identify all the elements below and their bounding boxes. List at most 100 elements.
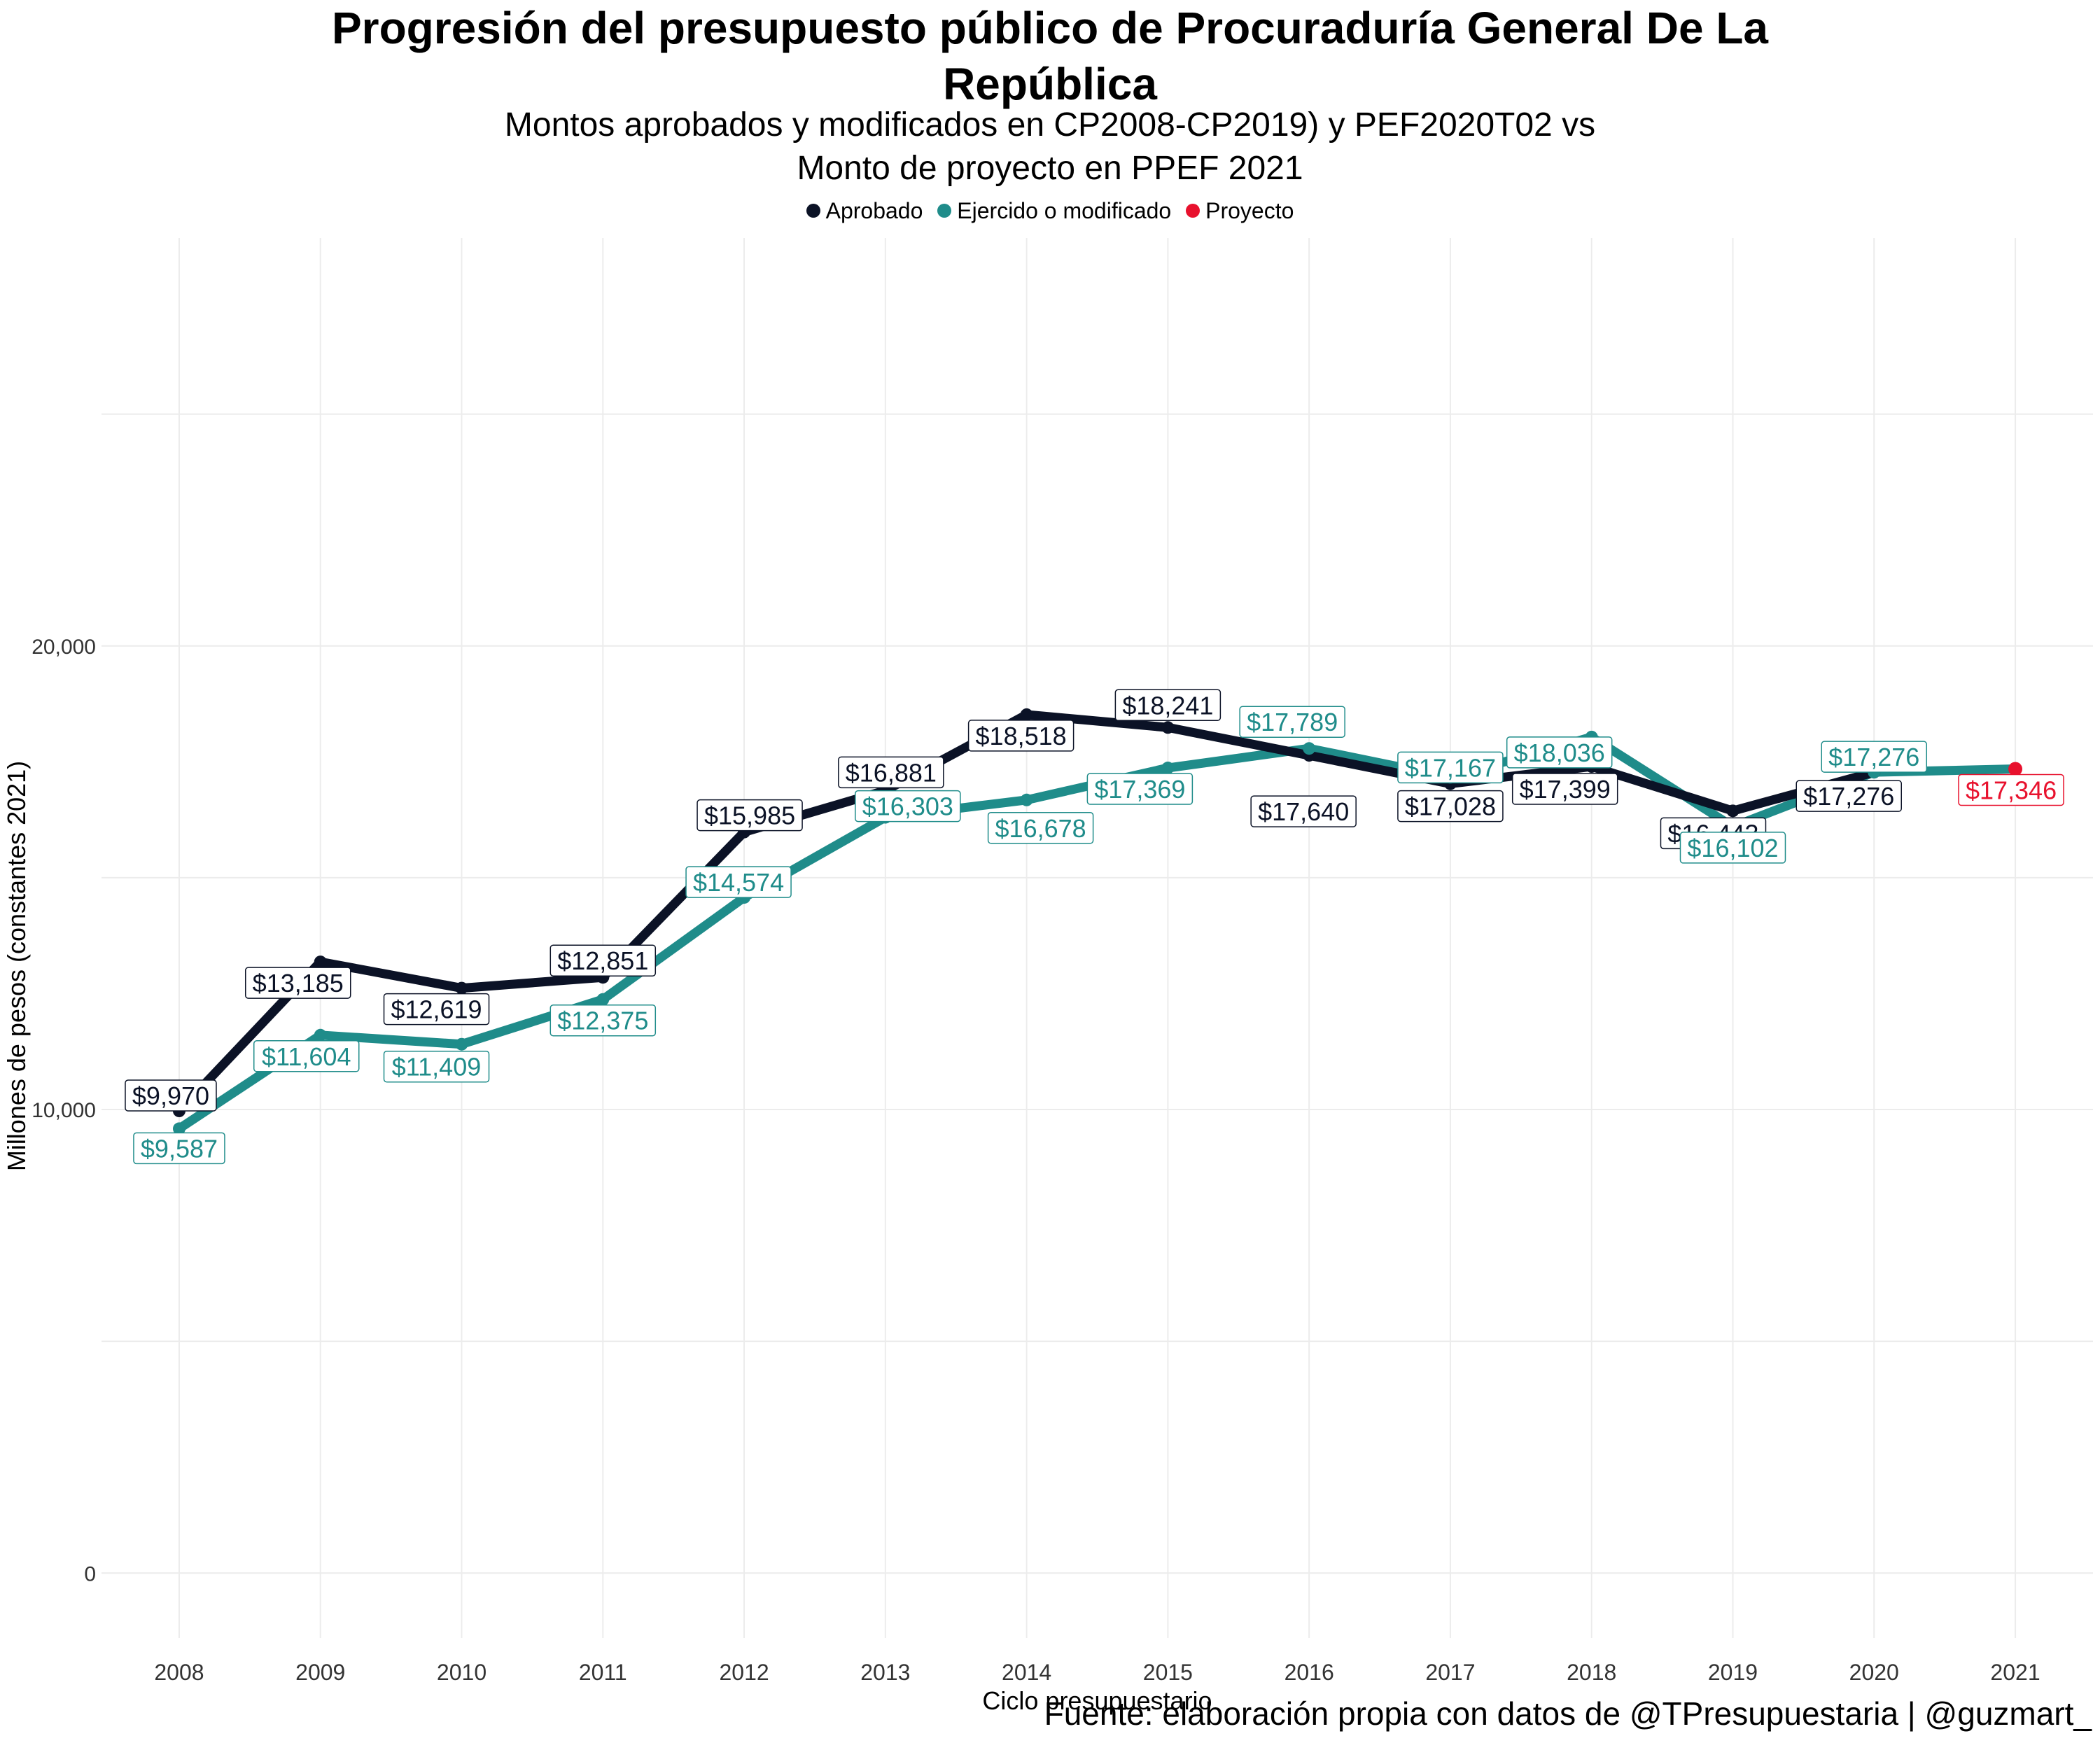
data-label-ejercido: $9,587 (141, 1134, 218, 1163)
data-label-ejercido: $16,303 (862, 792, 953, 821)
x-tick-label: 2021 (1990, 1660, 2040, 1685)
data-label-box-ejercido (1679, 832, 1786, 864)
data-label-ejercido: $17,167 (1405, 753, 1496, 782)
data-label-box-aprobado (1511, 773, 1618, 805)
chart-subtitle: Montos aprobados y modificados en CP2008… (0, 104, 2100, 190)
legend-label-proyecto: Proyecto (1205, 198, 1294, 223)
x-tick-label: 2008 (154, 1660, 204, 1685)
legend-label-ejercido: Ejercido o modificado (957, 198, 1172, 223)
x-tick-label: 2011 (579, 1660, 627, 1685)
x-tick-label: 2015 (1143, 1660, 1193, 1685)
data-label-box-ejercido (855, 790, 961, 822)
data-label-box-ejercido (987, 812, 1094, 844)
data-point-aprobado (455, 981, 468, 995)
data-point-aprobado (1020, 708, 1033, 721)
data-label-ejercido: $16,678 (995, 814, 1086, 843)
x-tick-label: 2012 (719, 1660, 769, 1685)
legend-item-ejercido: Ejercido o modificado (937, 195, 1171, 226)
data-label-ejercido: $16,102 (1687, 834, 1778, 862)
data-label-ejercido: $17,369 (1094, 775, 1185, 804)
data-label-proyecto: $17,346 (1966, 776, 2057, 805)
data-label-box-ejercido (253, 1040, 360, 1072)
legend-label-aprobado: Aprobado (825, 198, 923, 223)
data-label-ejercido: $11,604 (262, 1042, 351, 1071)
data-label-box-aprobado (125, 1079, 217, 1112)
data-label-aprobado: $15,985 (704, 802, 795, 830)
data-label-aprobado: $17,276 (1803, 782, 1894, 811)
data-label-ejercido: $14,574 (693, 868, 784, 897)
data-label-box-aprobado (1397, 790, 1504, 822)
chart-title-line-1: Progresión del presupuesto público de Pr… (331, 3, 1769, 53)
data-point-ejercido (172, 1122, 186, 1135)
data-label-box-aprobado (244, 967, 351, 999)
x-tick-label: 2009 (295, 1660, 345, 1685)
data-label-aprobado: $12,619 (391, 995, 482, 1024)
data-label-aprobado: $16,881 (846, 758, 937, 787)
data-point-ejercido (1020, 793, 1033, 806)
data-label-box-ejercido (685, 866, 792, 898)
data-point-ejercido (314, 1028, 327, 1042)
chart-title-line-2: República (943, 59, 1157, 109)
data-point-aprobado (1726, 804, 1740, 818)
data-label-ejercido: $17,789 (1247, 708, 1338, 736)
chart-subtitle-line-1: Montos aprobados y modificados en CP2008… (504, 106, 1596, 144)
y-tick-label: 0 (84, 1562, 96, 1586)
x-tick-label: 2014 (1002, 1660, 1051, 1685)
x-tick-label: 2018 (1567, 1660, 1616, 1685)
x-tick-label: 2019 (1708, 1660, 1758, 1685)
legend-swatch-aprobado (806, 204, 820, 218)
data-label-aprobado: $9,970 (132, 1082, 209, 1110)
data-label-box-aprobado (696, 799, 803, 832)
data-point-aprobado (314, 955, 327, 969)
x-axis-title: Ciclo presupuestario (982, 1686, 1212, 1715)
data-point-ejercido (1303, 742, 1316, 755)
x-tick-label: 2013 (860, 1660, 910, 1685)
data-label-ejercido: $18,036 (1514, 738, 1605, 767)
x-tick-label: 2010 (437, 1660, 486, 1685)
legend-item-proyecto: Proyecto (1186, 195, 1294, 226)
legend-item-aprobado: Aprobado (806, 195, 923, 226)
chart-title: Progresión del presupuesto público de Pr… (0, 0, 2100, 112)
data-point-ejercido (455, 1037, 468, 1051)
data-label-box-ejercido (1239, 706, 1345, 738)
data-label-box-proyecto (1958, 774, 2064, 806)
data-label-aprobado: $18,518 (976, 722, 1067, 750)
data-label-box-aprobado (383, 993, 490, 1026)
y-axis-title: Millones de pesos (constantes 2021) (2, 761, 31, 1171)
data-point-ejercido (1161, 762, 1175, 775)
data-label-box-ejercido (1821, 741, 1928, 773)
data-label-aprobado: $12,851 (557, 946, 648, 975)
data-label-box-aprobado (1114, 689, 1222, 722)
data-label-box-ejercido (133, 1132, 225, 1165)
chart-legend: Aprobado Ejercido o modificado Proyecto (0, 195, 2100, 226)
data-label-aprobado: $17,640 (1258, 797, 1349, 826)
source-note: Fuente: elaboración propia con datos de … (1044, 1695, 2092, 1732)
y-tick-label: 10,000 (31, 1099, 96, 1122)
data-label-aprobado: $18,241 (1122, 691, 1213, 720)
data-label-box-ejercido (383, 1050, 490, 1083)
data-point-aprobado (1161, 721, 1175, 734)
data-label-aprobado: $13,185 (253, 969, 344, 997)
legend-swatch-proyecto (1186, 204, 1200, 218)
data-label-ejercido: $11,409 (392, 1053, 481, 1082)
y-tick-label: 20,000 (31, 636, 96, 659)
data-label-box-aprobado (550, 944, 657, 976)
data-label-box-ejercido (550, 1004, 657, 1037)
legend-swatch-ejercido (937, 204, 952, 218)
x-tick-label: 2020 (1849, 1660, 1899, 1685)
data-label-aprobado: $17,399 (1520, 775, 1611, 804)
data-label-box-aprobado (1250, 795, 1357, 827)
data-label-box-aprobado (967, 720, 1074, 752)
x-tick-label: 2016 (1284, 1660, 1334, 1685)
data-label-box-ejercido (1086, 773, 1194, 805)
data-label-box-ejercido (1397, 751, 1504, 784)
data-label-box-aprobado (1795, 780, 1903, 812)
x-tick-label: 2017 (1425, 1660, 1475, 1685)
data-label-ejercido: $12,375 (557, 1007, 648, 1035)
chart-subtitle-line-2: Monto de proyecto en PPEF 2021 (797, 150, 1303, 187)
data-point-ejercido (596, 993, 610, 1006)
data-point-proyecto (2008, 762, 2023, 776)
data-label-box-aprobado (838, 756, 944, 789)
data-label-ejercido: $17,276 (1828, 743, 1919, 771)
